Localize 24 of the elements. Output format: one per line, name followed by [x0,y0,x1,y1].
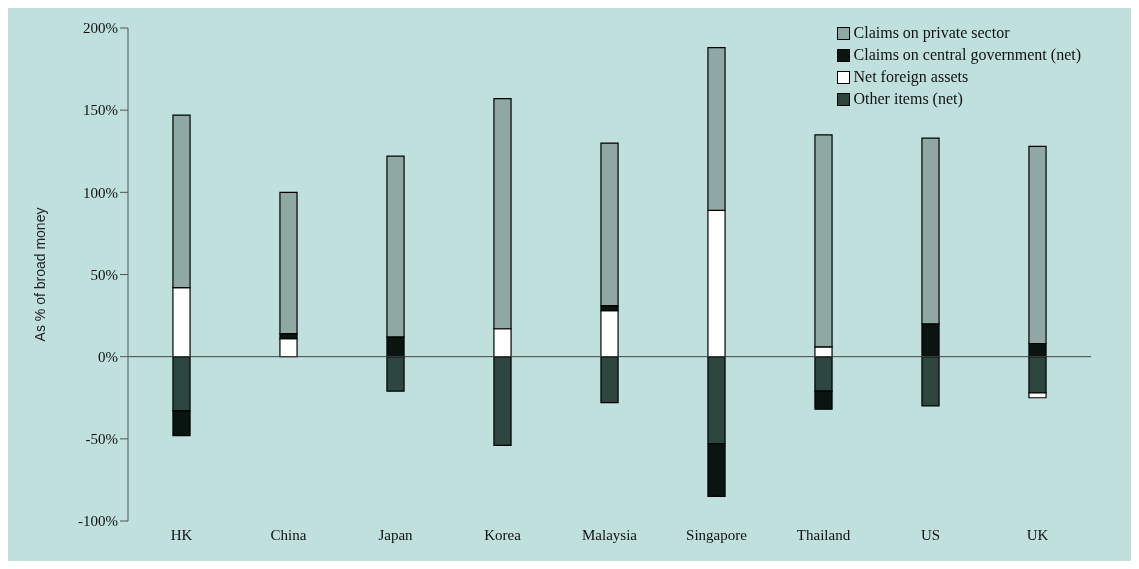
legend-label: Claims on private sector [853,23,1010,44]
x-tick-label: Singapore [686,526,748,543]
legend-label: Claims on central government (net) [853,45,1081,66]
y-tick-label: -100% [78,513,118,530]
bar [279,191,298,335]
x-tick-label: UK [1026,526,1049,543]
y-tick-label: -50% [85,431,118,448]
x-tick-label: Thailand [796,526,851,543]
bar [600,142,619,307]
x-tick-label: HK [170,526,193,543]
x-tick-label: US [920,526,941,543]
x-tick-label: China [270,526,307,543]
y-tick-label: 50% [90,266,118,283]
y-tick-label: 0% [98,348,118,365]
y-tick-label: 100% [83,184,118,201]
y-tick-label: 200% [83,20,118,37]
bar [279,337,298,358]
y-axis-title: As % of broad money [31,207,48,342]
x-tick-label: Malaysia [582,526,638,543]
legend-label: Net foreign assets [853,67,969,88]
x-tick-label: Japan [378,526,414,543]
legend-label: Other items (net) [853,89,963,110]
x-tick-label: Korea [484,526,522,543]
y-tick-label: 150% [83,102,118,119]
